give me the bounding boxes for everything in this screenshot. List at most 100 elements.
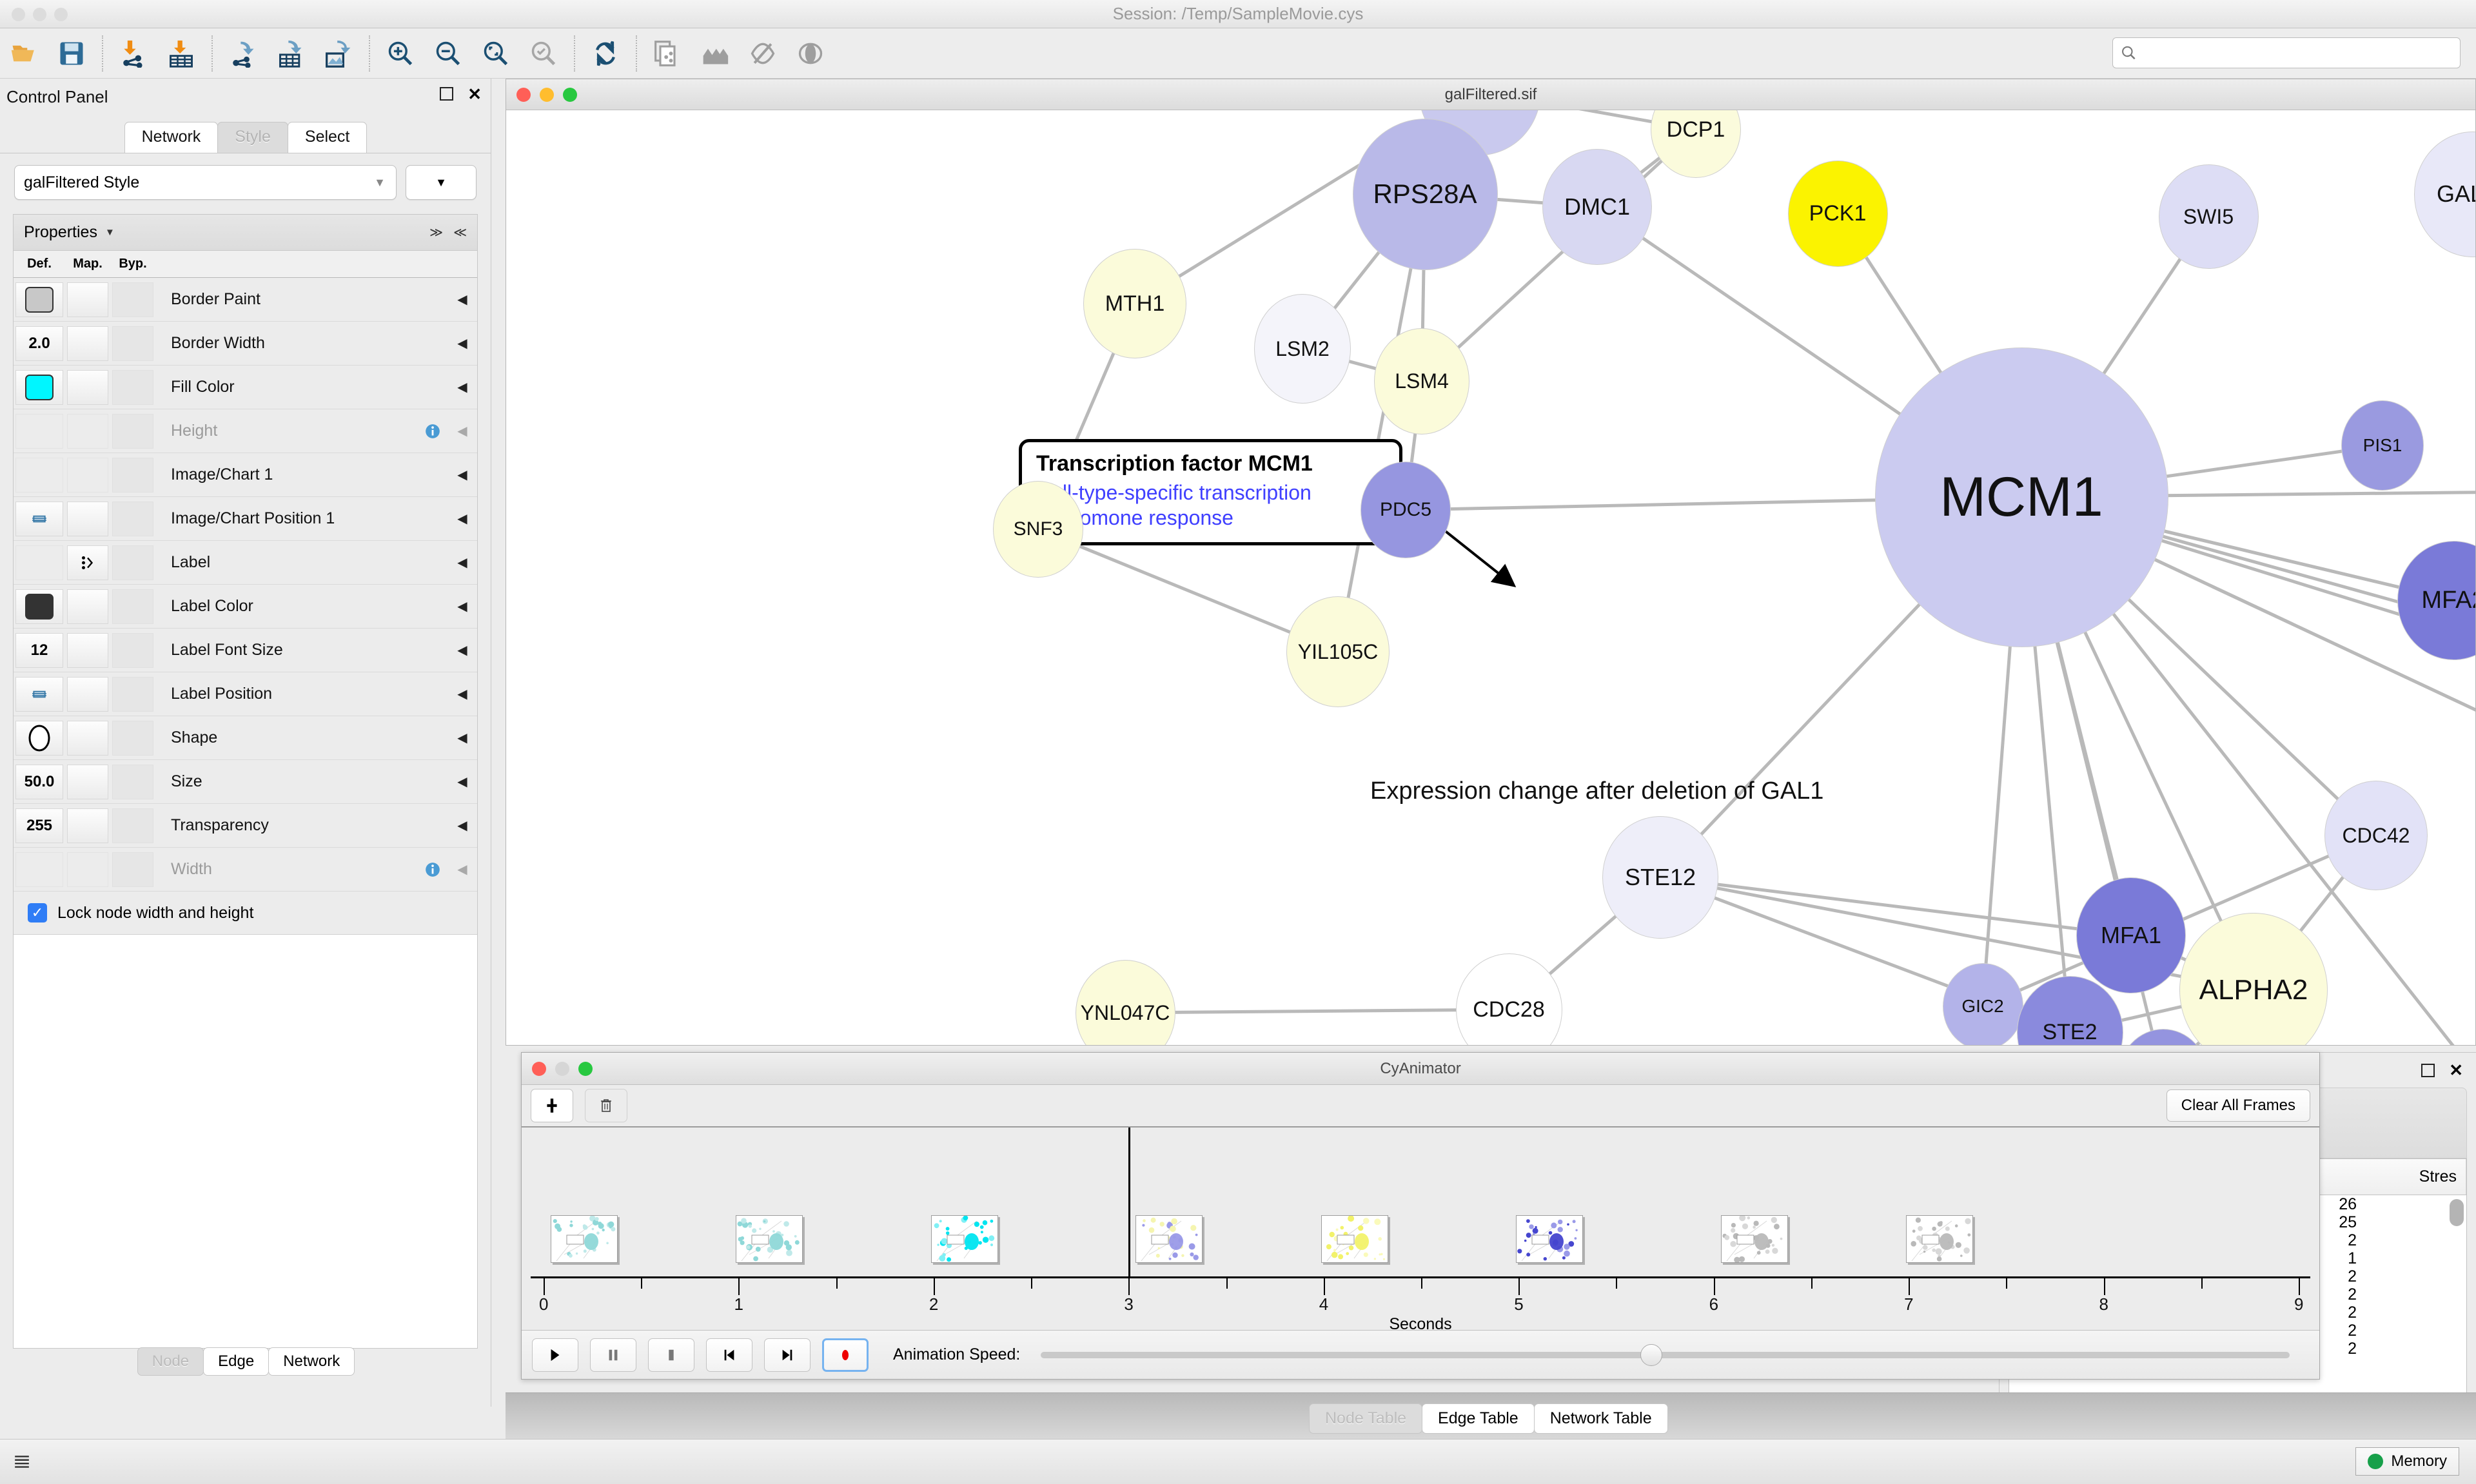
export-network-icon[interactable] <box>219 34 267 73</box>
property-default-cell[interactable]: 50.0 <box>15 765 63 799</box>
expand-property-icon[interactable]: ◀ <box>447 861 477 877</box>
timeline-track[interactable]: 0123456789 Seconds <box>531 1128 2310 1314</box>
minimize-animator-button[interactable] <box>555 1062 569 1076</box>
zoom-selected-icon[interactable] <box>520 34 567 73</box>
property-bypass-cell[interactable] <box>112 282 153 317</box>
expand-property-icon[interactable]: ◀ <box>447 774 477 790</box>
property-mapping-cell[interactable] <box>67 326 108 361</box>
property-default-cell[interactable] <box>15 414 63 449</box>
property-row[interactable]: Label Color ◀ <box>14 585 477 629</box>
network-edge[interactable] <box>1660 877 2131 935</box>
network-node[interactable]: SNF3 <box>993 481 1083 578</box>
zoom-in-icon[interactable] <box>377 34 424 73</box>
property-row[interactable]: 2.0 Border Width ◀ <box>14 322 477 366</box>
network-node[interactable]: LSM2 <box>1254 294 1351 404</box>
export-table-icon[interactable] <box>267 34 315 73</box>
add-frame-button[interactable] <box>531 1089 573 1122</box>
zoom-fit-icon[interactable] <box>472 34 520 73</box>
expand-property-icon[interactable]: ◀ <box>447 686 477 702</box>
property-mapping-cell[interactable] <box>67 633 108 668</box>
property-row[interactable]: 50.0 Size ◀ <box>14 760 477 804</box>
lock-node-row[interactable]: ✓ Lock node width and height <box>14 892 477 935</box>
property-row[interactable]: Label ◀ <box>14 541 477 585</box>
property-bypass-cell[interactable] <box>112 589 153 624</box>
property-mapping-cell[interactable] <box>67 282 108 317</box>
network-node[interactable]: MFA1 <box>2076 877 2186 993</box>
property-bypass-cell[interactable] <box>112 414 153 449</box>
tab-network-style[interactable]: Network <box>268 1347 355 1376</box>
property-default-cell[interactable] <box>15 502 63 536</box>
property-default-cell[interactable] <box>15 852 63 887</box>
tab-style[interactable]: Style <box>217 122 288 153</box>
property-row[interactable]: 12 Label Font Size ◀ <box>14 629 477 672</box>
memory-status-button[interactable]: Memory <box>2355 1447 2459 1476</box>
network-node[interactable]: STE12 <box>1602 816 1718 939</box>
chevron-down-icon[interactable]: ▼ <box>105 227 115 238</box>
timeline-frame[interactable] <box>1135 1215 1203 1263</box>
timeline-frame[interactable] <box>931 1215 998 1263</box>
property-mapping-cell[interactable] <box>67 458 108 493</box>
property-mapping-cell[interactable] <box>67 721 108 756</box>
tab-network[interactable]: Network <box>124 122 219 153</box>
tab-select[interactable]: Select <box>288 122 367 153</box>
property-default-cell[interactable] <box>15 458 63 493</box>
minimize-window-button[interactable] <box>33 8 46 21</box>
record-button[interactable] <box>822 1338 869 1372</box>
property-row[interactable]: Border Paint ◀ <box>14 278 477 322</box>
property-bypass-cell[interactable] <box>112 458 153 493</box>
property-default-cell[interactable] <box>15 721 63 756</box>
property-default-cell[interactable]: 255 <box>15 808 63 843</box>
network-node[interactable]: MCM1 <box>1875 347 2168 647</box>
property-bypass-cell[interactable] <box>112 502 153 536</box>
expand-property-icon[interactable]: ◀ <box>447 817 477 834</box>
property-row[interactable]: Shape ◀ <box>14 716 477 760</box>
close-network-button[interactable] <box>516 88 531 102</box>
property-bypass-cell[interactable] <box>112 370 153 405</box>
float-table-panel-icon[interactable] <box>2421 1064 2435 1077</box>
timeline-frame[interactable] <box>1721 1215 1788 1263</box>
float-panel-icon[interactable] <box>440 87 453 101</box>
minimize-network-button[interactable] <box>540 88 554 102</box>
network-node[interactable]: GIC2 <box>1943 963 2023 1046</box>
network-node[interactable]: PDC5 <box>1361 462 1451 558</box>
open-folder-icon[interactable] <box>0 34 48 73</box>
maximize-network-button[interactable] <box>563 88 577 102</box>
property-default-cell[interactable]: 2.0 <box>15 326 63 361</box>
property-bypass-cell[interactable] <box>112 852 153 887</box>
tab-node[interactable]: Node <box>137 1347 204 1376</box>
zoom-out-icon[interactable] <box>424 34 472 73</box>
animation-speed-slider[interactable] <box>1041 1352 2290 1358</box>
network-canvas[interactable]: RPS28BDCP1RPS28ADMC1PCK1SWI5GAL80GAL11ST… <box>506 110 2475 1045</box>
expand-property-icon[interactable]: ◀ <box>447 554 477 571</box>
play-button[interactable] <box>532 1338 578 1372</box>
property-row[interactable]: 255 Transparency ◀ <box>14 804 477 848</box>
pause-button[interactable] <box>590 1338 636 1372</box>
property-row[interactable]: Fill Color ◀ <box>14 366 477 409</box>
table-scrollbar[interactable] <box>2450 1199 2464 1226</box>
tab-edge[interactable]: Edge <box>203 1347 269 1376</box>
expand-property-icon[interactable]: ◀ <box>447 379 477 395</box>
network-edge[interactable] <box>1125 1010 1509 1013</box>
property-mapping-cell[interactable] <box>67 808 108 843</box>
expand-property-icon[interactable]: ◀ <box>447 511 477 527</box>
network-node[interactable]: LSM4 <box>1374 328 1469 434</box>
task-history-icon[interactable] <box>8 1448 36 1476</box>
property-bypass-cell[interactable] <box>112 326 153 361</box>
expand-property-icon[interactable]: ◀ <box>447 291 477 308</box>
style-options-menu-button[interactable]: ▼ <box>406 165 477 200</box>
property-mapping-cell[interactable] <box>67 852 108 887</box>
close-icon[interactable]: ✕ <box>2449 1064 2463 1077</box>
property-mapping-cell[interactable] <box>67 414 108 449</box>
property-default-cell[interactable] <box>15 545 63 580</box>
property-row[interactable]: Width ◀ <box>14 848 477 892</box>
import-network-icon[interactable] <box>110 34 157 73</box>
clear-all-frames-button[interactable]: Clear All Frames <box>2166 1089 2310 1122</box>
property-bypass-cell[interactable] <box>112 633 153 668</box>
slider-knob[interactable] <box>1640 1344 1662 1366</box>
network-node[interactable]: SWI5 <box>2159 164 2259 269</box>
delete-frame-button[interactable] <box>585 1089 627 1122</box>
tab-node-table[interactable]: Node Table <box>1309 1403 1422 1434</box>
property-bypass-cell[interactable] <box>112 721 153 756</box>
property-mapping-cell[interactable] <box>67 502 108 536</box>
timeline-frame[interactable] <box>1906 1215 1973 1263</box>
